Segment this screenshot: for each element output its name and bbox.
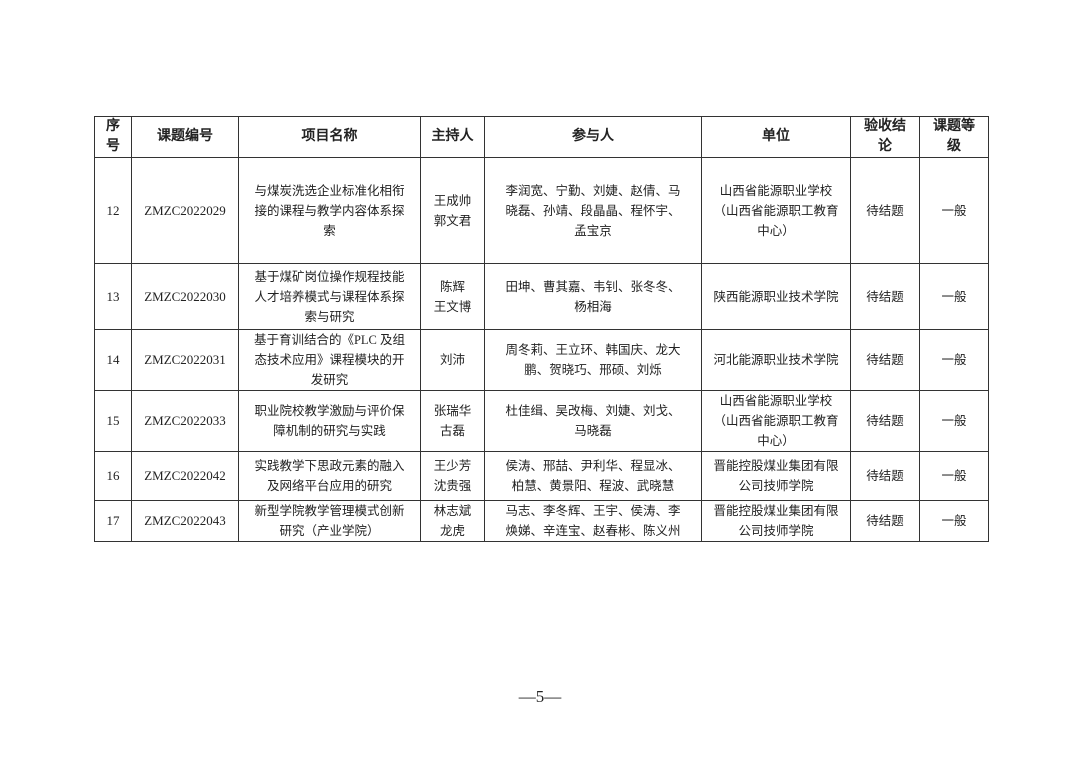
cell-conclusion: 待结题 [850,500,920,542]
cell-participants: 马志、李冬辉、王宇、侯涛、李 焕娣、辛连宝、赵春彬、陈义州 [484,500,702,542]
cell-host: 林志斌 龙虎 [420,500,485,542]
table-row: 12 ZMZC2022029 与煤炭洗选企业标准化相衔 接的课程与教学内容体系探 索… [94,157,989,264]
cell-index: 17 [94,500,132,542]
cell-project-name: 基于煤矿岗位操作规程技能 人才培养模式与课程体系探 索与研究 [238,263,421,330]
cell-participants: 田坤、曹其嘉、韦钊、张冬冬、 杨相海 [484,263,702,330]
table-row: 14 ZMZC2022031 基于育训结合的《PLC 及组 态技术应用》课程模块的开… [94,329,989,391]
cell-unit: 晋能控股煤业集团有限 公司技师学院 [701,500,851,542]
cell-index: 15 [94,390,132,452]
header-participants: 参与人 [484,116,702,158]
cell-project-name: 新型学院教学管理模式创新 研究（产业学院） [238,500,421,542]
cell-conclusion: 待结题 [850,329,920,391]
cell-level: 一般 [919,263,989,330]
cell-unit: 山西省能源职业学校 （山西省能源职工教育 中心） [701,157,851,264]
cell-index: 12 [94,157,132,264]
cell-unit: 山西省能源职业学校 （山西省能源职工教育 中心） [701,390,851,452]
cell-project-name: 职业院校教学激励与评价保 障机制的研究与实践 [238,390,421,452]
cell-unit: 陕西能源职业技术学院 [701,263,851,330]
cell-participants: 侯涛、邢喆、尹利华、程显冰、 柏慧、黄景阳、程波、武晓慧 [484,451,702,501]
cell-level: 一般 [919,390,989,452]
cell-code: ZMZC2022031 [131,329,239,391]
cell-project-name: 与煤炭洗选企业标准化相衔 接的课程与教学内容体系探 索 [238,157,421,264]
header-conclusion: 验收结 论 [850,116,920,158]
header-code: 课题编号 [131,116,239,158]
table-header-row: 序 号 课题编号 项目名称 主持人 参与人 单位 验收结 论 课题等 级 [94,116,989,158]
table-row: 16 ZMZC2022042 实践教学下思政元素的融入 及网络平台应用的研究 王少芳 … [94,451,989,501]
cell-participants: 杜佳缉、吴改梅、刘婕、刘戈、 马晓磊 [484,390,702,452]
cell-conclusion: 待结题 [850,451,920,501]
cell-host: 刘沛 [420,329,485,391]
table-row: 17 ZMZC2022043 新型学院教学管理模式创新 研究（产业学院） 林志斌 龙虎… [94,500,989,542]
cell-code: ZMZC2022043 [131,500,239,542]
cell-index: 16 [94,451,132,501]
cell-level: 一般 [919,500,989,542]
cell-project-name: 实践教学下思政元素的融入 及网络平台应用的研究 [238,451,421,501]
cell-conclusion: 待结题 [850,390,920,452]
table-row: 15 ZMZC2022033 职业院校教学激励与评价保 障机制的研究与实践 张瑞华 古… [94,390,989,452]
cell-index: 13 [94,263,132,330]
header-index: 序 号 [94,116,132,158]
header-host: 主持人 [420,116,485,158]
cell-participants: 周冬莉、王立环、韩国庆、龙大 鹏、贺晓巧、邢硕、刘烁 [484,329,702,391]
cell-host: 王少芳 沈贵强 [420,451,485,501]
cell-level: 一般 [919,329,989,391]
cell-level: 一般 [919,157,989,264]
cell-unit: 河北能源职业技术学院 [701,329,851,391]
cell-index: 14 [94,329,132,391]
header-unit: 单位 [701,116,851,158]
cell-unit: 晋能控股煤业集团有限 公司技师学院 [701,451,851,501]
page-number: —5— [518,687,562,706]
cell-host: 陈辉 王文博 [420,263,485,330]
cell-code: ZMZC2022030 [131,263,239,330]
cell-level: 一般 [919,451,989,501]
header-level: 课题等 级 [919,116,989,158]
table-row: 13 ZMZC2022030 基于煤矿岗位操作规程技能 人才培养模式与课程体系探 索… [94,263,989,330]
cell-project-name: 基于育训结合的《PLC 及组 态技术应用》课程模块的开 发研究 [238,329,421,391]
project-table: 序 号 课题编号 项目名称 主持人 参与人 单位 验收结 论 课题等 级 12 Z… [94,116,989,542]
cell-code: ZMZC2022033 [131,390,239,452]
cell-participants: 李润宽、宁勤、刘婕、赵倩、马 晓磊、孙靖、段晶晶、程怀宇、 孟宝京 [484,157,702,264]
cell-conclusion: 待结题 [850,157,920,264]
cell-host: 王成帅 郭文君 [420,157,485,264]
header-project-name: 项目名称 [238,116,421,158]
cell-conclusion: 待结题 [850,263,920,330]
cell-host: 张瑞华 古磊 [420,390,485,452]
cell-code: ZMZC2022042 [131,451,239,501]
cell-code: ZMZC2022029 [131,157,239,264]
